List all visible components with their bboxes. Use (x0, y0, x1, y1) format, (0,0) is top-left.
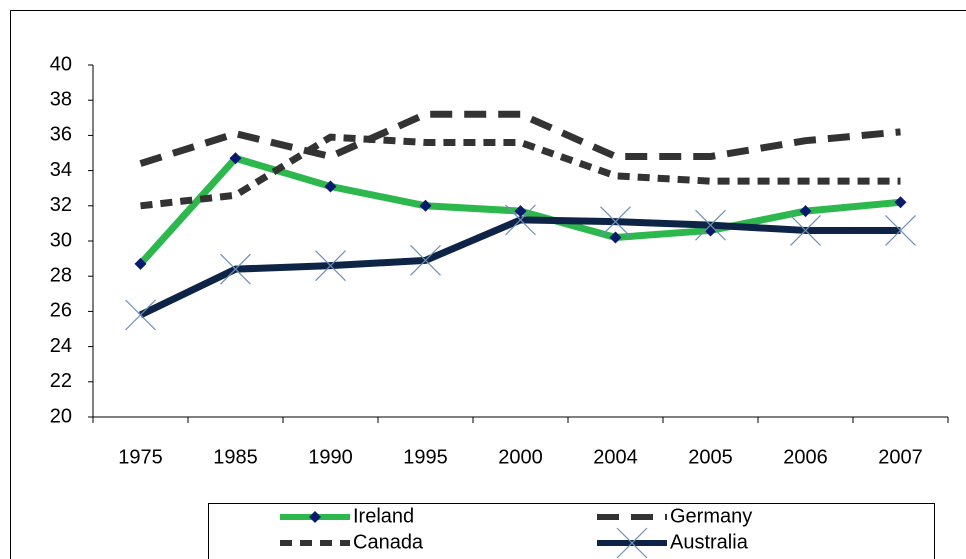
marker (695, 209, 726, 241)
marker (799, 205, 812, 218)
legend-label: Canada (353, 531, 424, 553)
y-tick-label: 20 (50, 405, 72, 427)
marker (134, 257, 147, 270)
legend-label: Germany (670, 505, 752, 527)
series-line (138, 216, 901, 319)
marker (514, 205, 527, 218)
x-tick-label: 1995 (403, 446, 448, 468)
y-tick-label: 34 (50, 159, 72, 181)
y-tick-label: 28 (50, 264, 72, 286)
x-tick-label: 2005 (688, 446, 733, 468)
y-tick-label: 40 (50, 53, 72, 75)
marker (125, 299, 156, 331)
legend-label: Ireland (353, 505, 414, 527)
chart-frame (10, 10, 966, 559)
x-tick-label: 2000 (498, 446, 543, 468)
series-line (140, 133, 901, 210)
marker (220, 253, 251, 285)
x-tick-label: 2006 (783, 446, 828, 468)
x-tick-label: 1990 (308, 446, 353, 468)
y-tick-label: 22 (50, 370, 72, 392)
marker (616, 527, 648, 559)
marker (410, 244, 441, 276)
x-tick-label: 2007 (878, 446, 923, 468)
y-tick-label: 26 (50, 300, 72, 322)
legend-label: Australia (670, 531, 749, 553)
marker (600, 206, 631, 238)
marker (315, 250, 346, 282)
marker (609, 231, 622, 244)
y-tick-label: 30 (50, 229, 72, 251)
marker (324, 180, 337, 193)
y-tick-label: 38 (50, 88, 72, 110)
y-tick-label: 36 (50, 124, 72, 146)
x-tick-label: 2004 (593, 446, 638, 468)
x-tick-label: 1985 (213, 446, 258, 468)
series-line (139, 110, 901, 167)
x-tick-label: 1975 (118, 446, 163, 468)
marker (894, 196, 907, 209)
y-tick-label: 24 (50, 335, 72, 357)
marker (229, 152, 242, 165)
legend-box (208, 503, 935, 559)
marker (885, 215, 916, 246)
marker (309, 511, 321, 523)
marker (790, 215, 821, 246)
marker (419, 199, 432, 212)
y-tick-label: 32 (50, 194, 72, 216)
marker (505, 204, 536, 236)
